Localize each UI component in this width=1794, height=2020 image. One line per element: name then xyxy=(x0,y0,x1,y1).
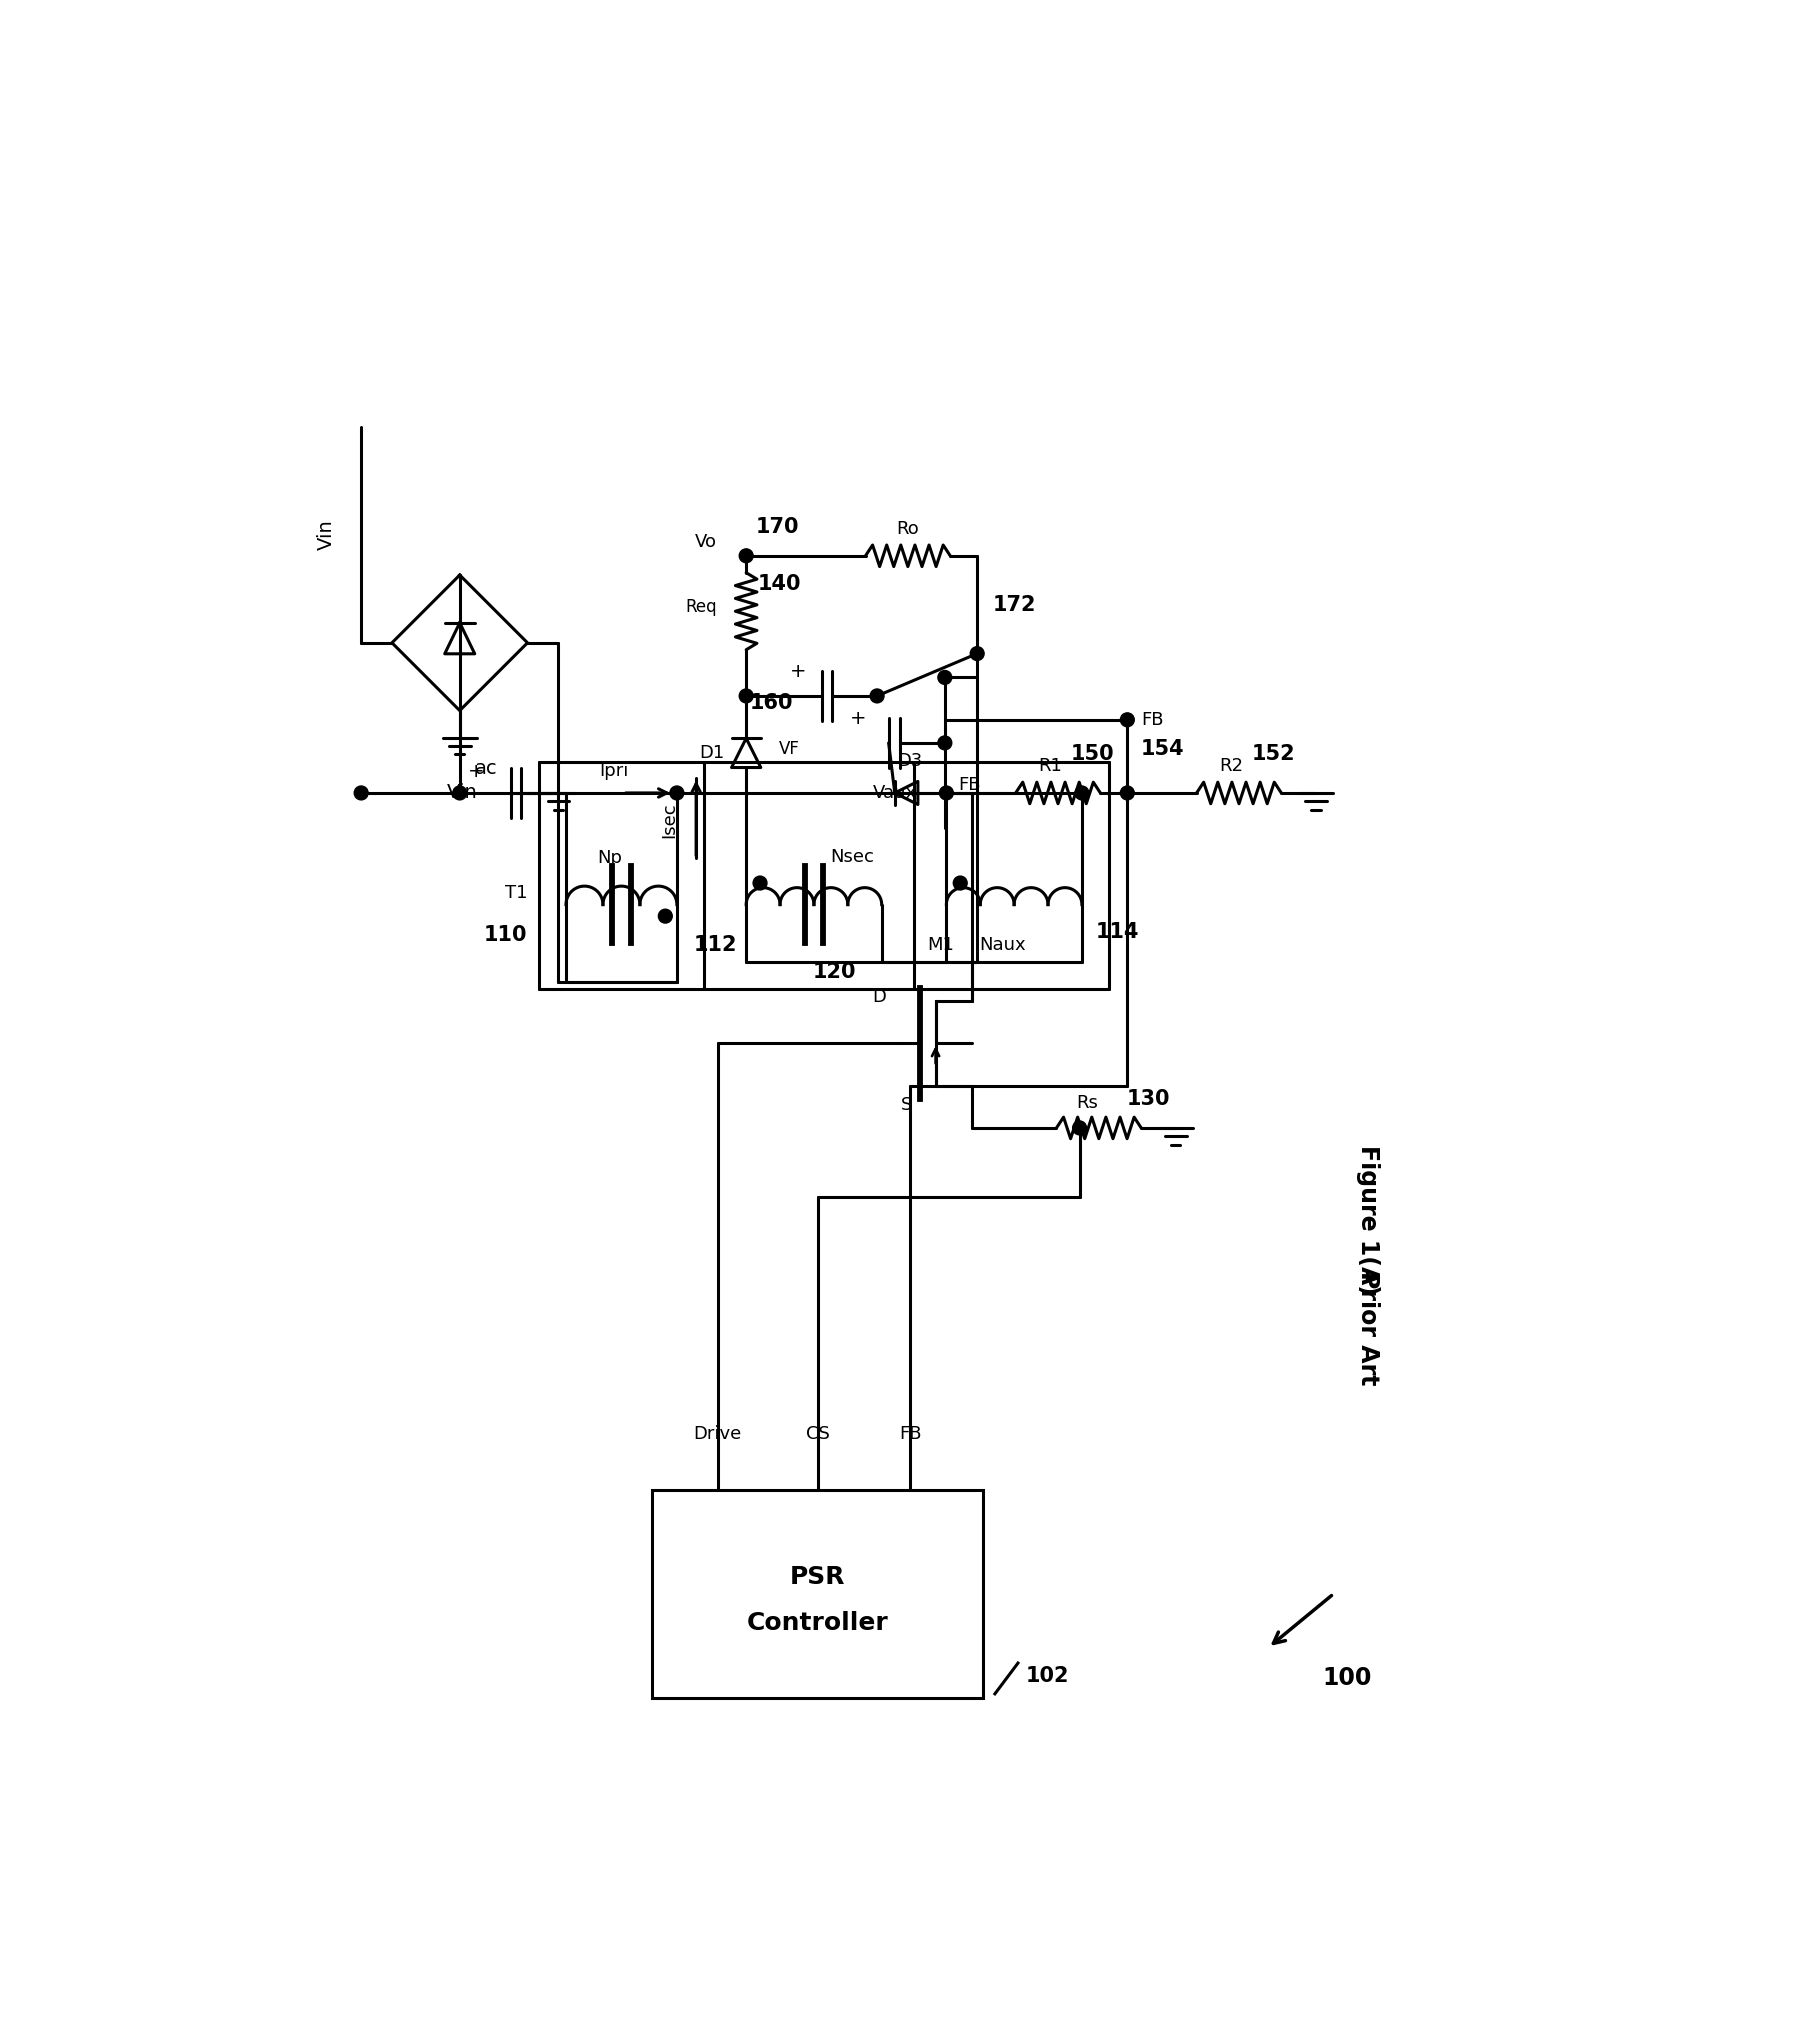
Text: 102: 102 xyxy=(1026,1666,1069,1687)
Text: D1: D1 xyxy=(700,743,725,762)
Text: +: + xyxy=(468,762,484,782)
Text: 100: 100 xyxy=(1322,1666,1371,1691)
Text: 110: 110 xyxy=(484,925,527,945)
Text: Np: Np xyxy=(597,848,623,867)
Circle shape xyxy=(739,549,753,564)
Text: Vaux: Vaux xyxy=(874,784,917,802)
Text: 160: 160 xyxy=(750,693,793,713)
Text: 140: 140 xyxy=(757,574,802,594)
Circle shape xyxy=(938,735,953,749)
Text: 114: 114 xyxy=(1096,921,1139,941)
Circle shape xyxy=(1075,786,1089,800)
Text: Vin: Vin xyxy=(318,519,335,549)
Text: +: + xyxy=(789,663,806,681)
Text: +: + xyxy=(850,709,867,727)
Text: Prior Art: Prior Art xyxy=(1356,1271,1380,1386)
Bar xyxy=(653,1491,983,1697)
Circle shape xyxy=(658,909,673,923)
Text: Vin: Vin xyxy=(447,784,477,802)
Text: M1: M1 xyxy=(927,935,954,953)
Circle shape xyxy=(452,786,466,800)
Circle shape xyxy=(669,786,684,800)
Circle shape xyxy=(953,877,967,891)
Text: Controller: Controller xyxy=(746,1612,888,1634)
Circle shape xyxy=(938,671,953,685)
Text: 172: 172 xyxy=(992,594,1037,614)
Text: Naux: Naux xyxy=(980,935,1026,953)
Text: ac: ac xyxy=(475,760,499,778)
Circle shape xyxy=(1121,713,1134,727)
Circle shape xyxy=(870,689,884,703)
Text: D3: D3 xyxy=(897,751,922,770)
Text: 112: 112 xyxy=(694,935,737,955)
Circle shape xyxy=(753,877,768,891)
Circle shape xyxy=(1121,786,1134,800)
Text: Ipri: Ipri xyxy=(599,762,628,780)
Text: FB: FB xyxy=(958,776,981,794)
Text: Drive: Drive xyxy=(694,1426,741,1444)
Circle shape xyxy=(1073,1121,1087,1135)
Text: Ro: Ro xyxy=(897,519,919,537)
Text: Nsec: Nsec xyxy=(831,848,874,867)
Circle shape xyxy=(971,646,985,661)
Text: R1: R1 xyxy=(1039,758,1062,776)
Text: CS: CS xyxy=(806,1426,829,1444)
Text: FB: FB xyxy=(1141,711,1164,729)
Text: T1: T1 xyxy=(504,885,527,903)
Circle shape xyxy=(940,786,953,800)
Text: Req: Req xyxy=(685,598,718,616)
Text: 152: 152 xyxy=(1252,745,1295,764)
Text: VF: VF xyxy=(779,739,800,758)
Circle shape xyxy=(739,689,753,703)
Text: Figure 1(A): Figure 1(A) xyxy=(1356,1145,1380,1295)
Text: Isec: Isec xyxy=(660,802,678,838)
Text: Vo: Vo xyxy=(694,533,718,551)
Text: S: S xyxy=(901,1095,911,1113)
Text: 130: 130 xyxy=(1127,1089,1171,1109)
Text: FB: FB xyxy=(899,1426,922,1444)
Text: R2: R2 xyxy=(1220,758,1243,776)
Circle shape xyxy=(353,786,368,800)
Text: 120: 120 xyxy=(813,962,856,982)
Text: 150: 150 xyxy=(1071,745,1114,764)
Text: 154: 154 xyxy=(1141,739,1184,760)
Text: 170: 170 xyxy=(755,517,798,537)
Text: PSR: PSR xyxy=(789,1566,845,1590)
Text: D: D xyxy=(872,988,886,1006)
Text: Rs: Rs xyxy=(1076,1095,1098,1113)
